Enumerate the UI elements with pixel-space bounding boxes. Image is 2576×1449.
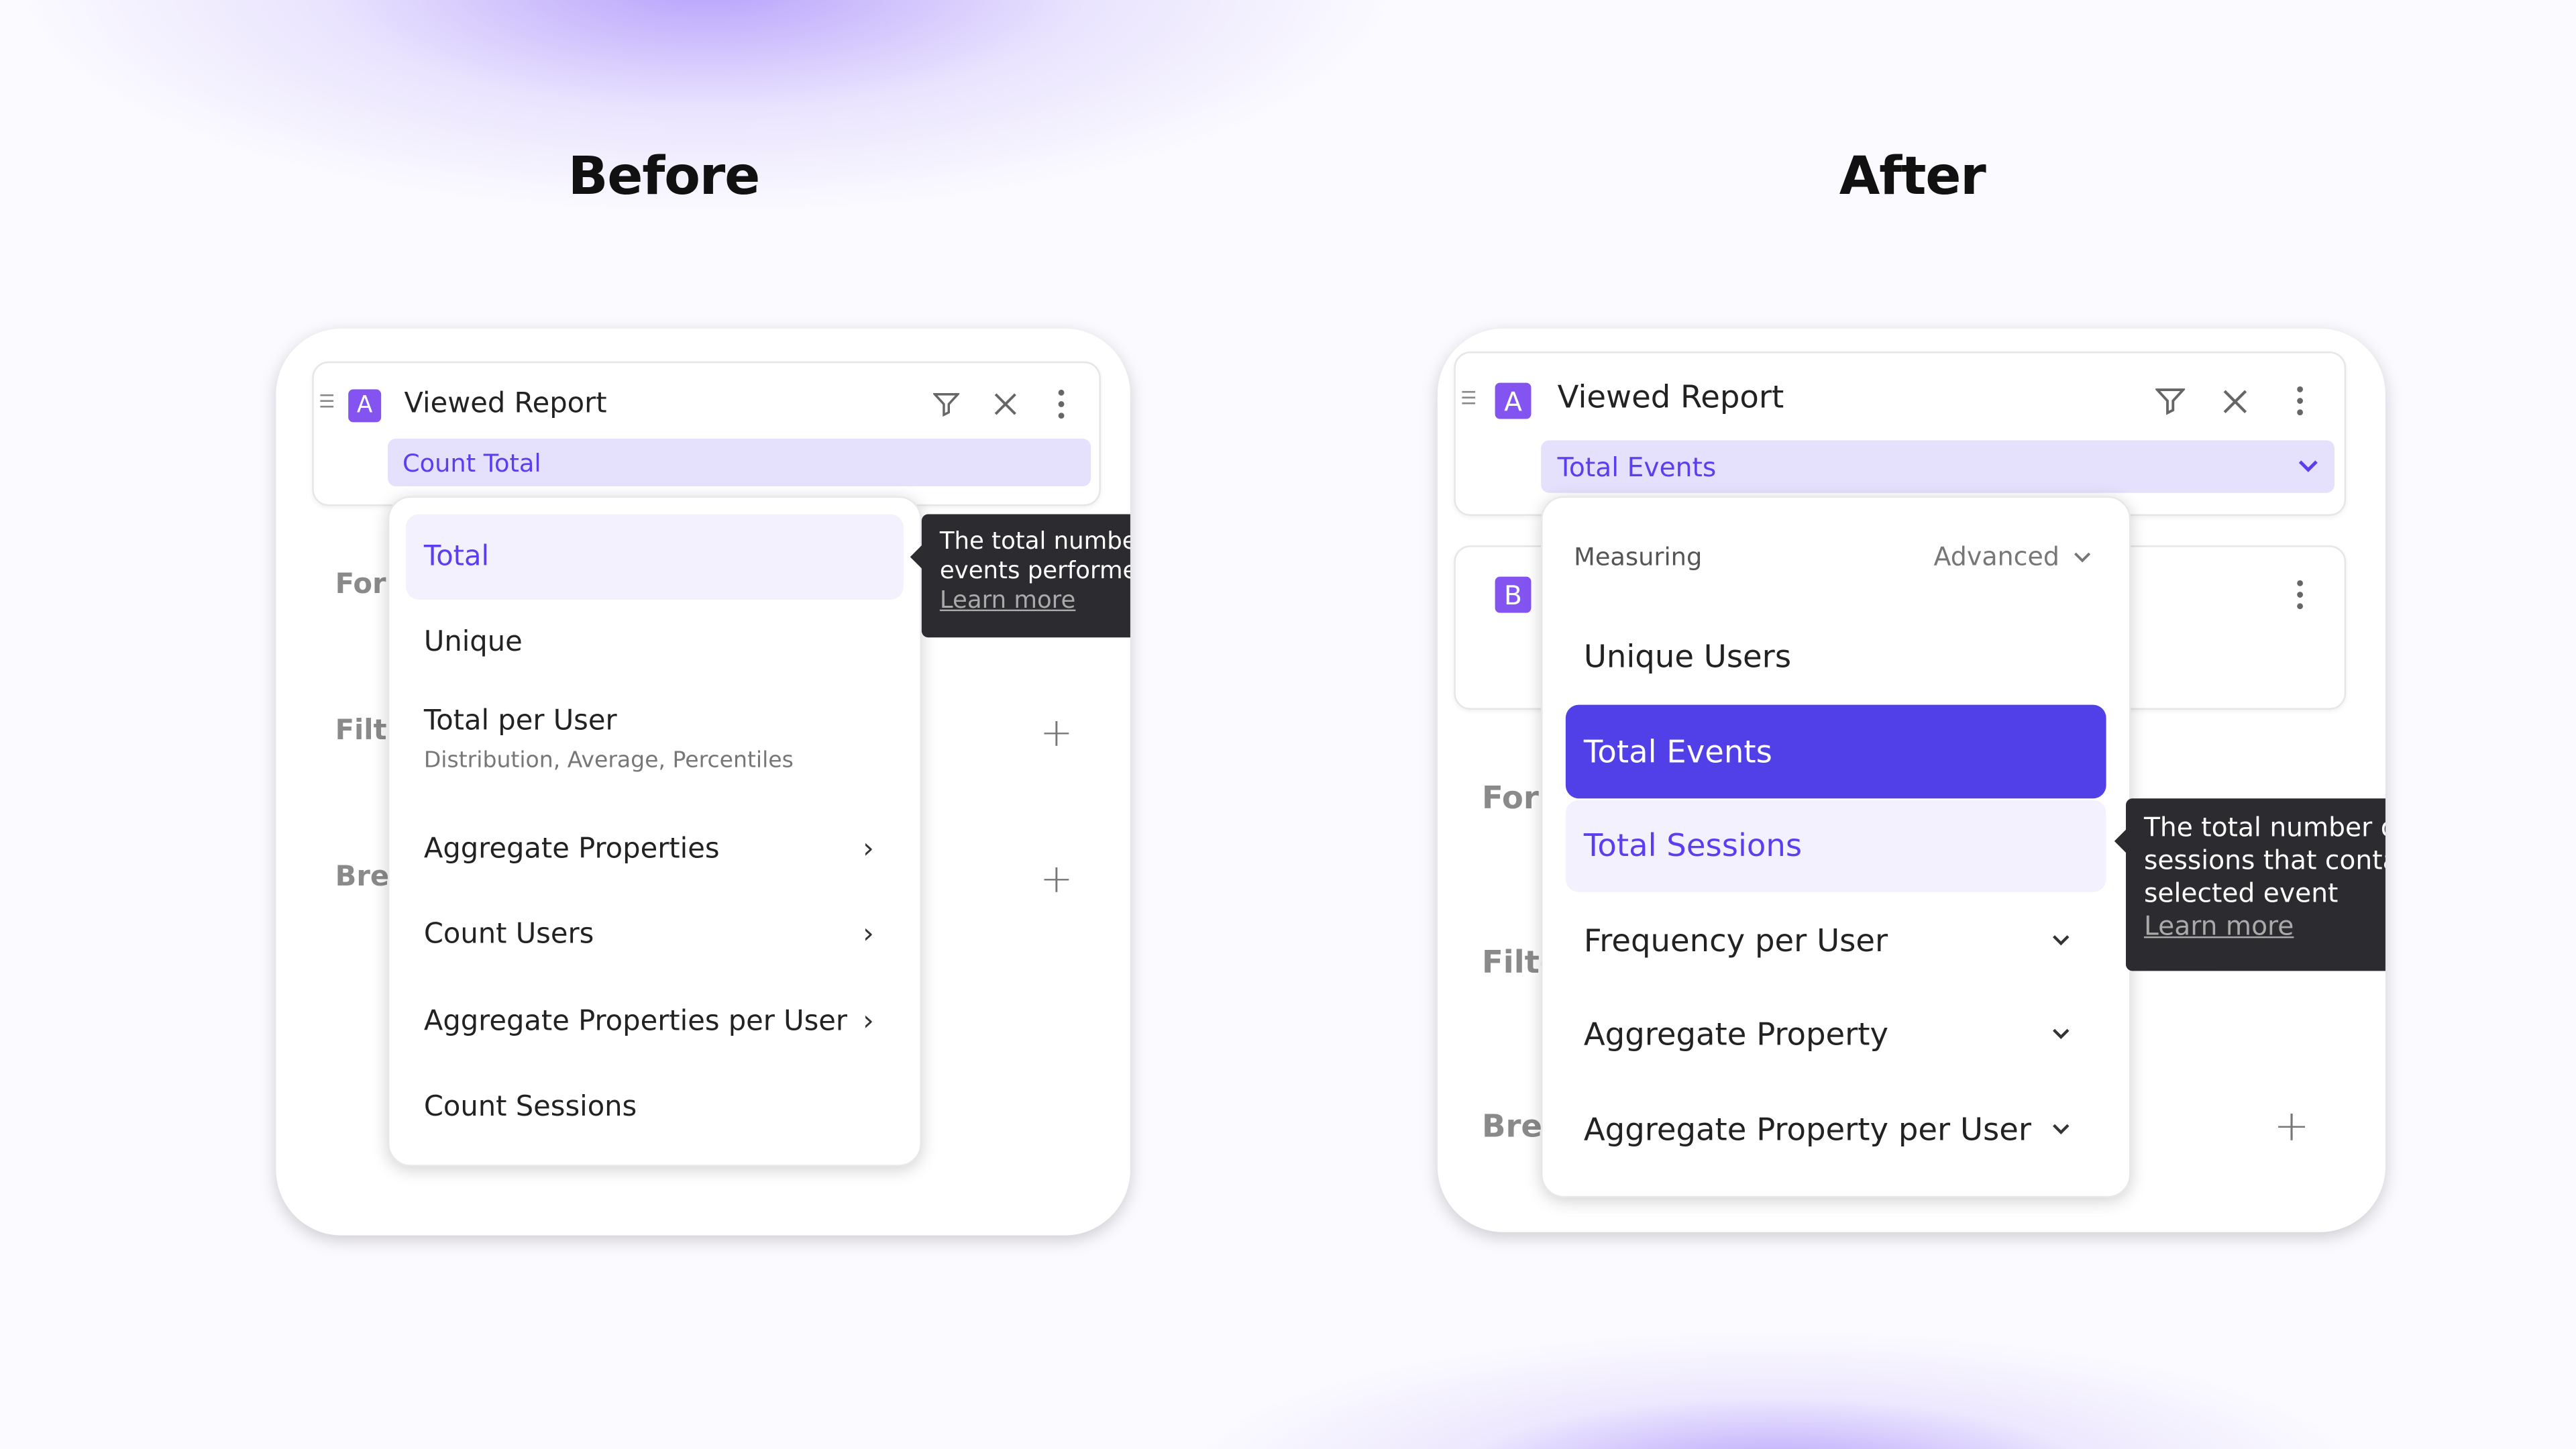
menu-item-aggregate-property[interactable]: Aggregate Property: [1566, 987, 2106, 1081]
event-card-a: ☰ A Viewed Report Count Total: [312, 361, 1101, 506]
add-filter-icon[interactable]: +: [1040, 709, 1073, 756]
close-icon[interactable]: [994, 392, 1017, 415]
event-card-a: ☰ A Viewed Report Total Events: [1454, 352, 2347, 516]
menu-item-count-sessions[interactable]: Count Sessions: [423, 1091, 637, 1124]
tooltip: The total number o sessions that conta s…: [2114, 798, 2385, 971]
more-options-icon[interactable]: [2297, 386, 2304, 416]
before-panel: ☰ A Viewed Report Count Total Forr Filte…: [276, 328, 1130, 1236]
measure-selector[interactable]: Count Total: [387, 438, 1091, 486]
event-badge: A: [348, 389, 382, 423]
advanced-toggle[interactable]: Advanced: [1933, 542, 2090, 572]
after-panel: ☰ A Viewed Report Total Events B Forr Fi…: [1437, 328, 2385, 1232]
event-badge: B: [1495, 576, 1532, 613]
close-icon[interactable]: [2222, 389, 2247, 414]
menu-item-total[interactable]: Total: [405, 514, 904, 600]
menu-item-total-sessions[interactable]: Total Sessions: [1565, 800, 2106, 892]
add-breakdown-icon[interactable]: +: [1040, 855, 1073, 902]
menu-item-aggregate-properties-per-user[interactable]: Aggregate Properties per User ›: [423, 1005, 874, 1038]
menu-item-unique-users[interactable]: Unique Users: [1583, 638, 1792, 675]
chevron-right-icon: ›: [863, 1005, 874, 1038]
filter-icon[interactable]: [2155, 386, 2186, 416]
more-options-icon[interactable]: [1058, 389, 1065, 419]
measure-dropdown: Measuring Advanced Unique Users Total Ev…: [1541, 496, 2131, 1198]
event-badge: A: [1495, 382, 1532, 419]
tooltip: The total number events performed Learn …: [910, 514, 1130, 638]
menu-item-total-events[interactable]: Total Events: [1565, 704, 2106, 799]
before-heading: Before: [568, 144, 760, 207]
menu-item-unique[interactable]: Unique: [423, 626, 523, 659]
menu-item-count-users[interactable]: Count Users ›: [423, 918, 874, 951]
measure-dropdown: Total Unique Total per User Distribution…: [387, 496, 922, 1167]
learn-more-link[interactable]: Learn more: [939, 588, 1076, 614]
menu-item-frequency-per-user[interactable]: Frequency per User: [1566, 894, 2106, 987]
event-title[interactable]: Viewed Report: [1557, 379, 1784, 416]
chevron-right-icon: ›: [863, 918, 874, 951]
chevron-right-icon: ›: [863, 833, 874, 866]
chevron-down-icon: [2053, 935, 2070, 946]
menu-item-aggregate-properties[interactable]: Aggregate Properties ›: [423, 833, 874, 866]
chevron-down-icon: [2053, 1028, 2070, 1039]
chevron-down-icon: [2073, 551, 2090, 562]
learn-more-link[interactable]: Learn more: [2143, 910, 2294, 942]
menu-item-subtitle: Distribution, Average, Percentiles: [423, 747, 794, 774]
measure-value: Count Total: [402, 447, 541, 478]
chevron-down-icon: [2298, 460, 2318, 472]
menu-item-total-per-user[interactable]: Total per User Distribution, Average, Pe…: [406, 688, 904, 800]
measure-value: Total Events: [1557, 451, 1717, 482]
add-breakdown-icon[interactable]: +: [2273, 1102, 2310, 1152]
measuring-label: Measuring: [1574, 542, 1703, 572]
more-options-icon[interactable]: [2297, 580, 2304, 610]
event-title[interactable]: Viewed Report: [404, 387, 607, 421]
filter-icon[interactable]: [933, 391, 960, 417]
drag-handle-icon[interactable]: ☰: [1460, 387, 1477, 409]
chevron-down-icon: [2053, 1124, 2070, 1135]
measure-selector[interactable]: Total Events: [1541, 440, 2335, 493]
after-heading: After: [1839, 144, 1986, 207]
drag-handle-icon[interactable]: ☰: [319, 390, 335, 413]
menu-item-aggregate-property-per-user[interactable]: Aggregate Property per User: [1566, 1083, 2106, 1177]
